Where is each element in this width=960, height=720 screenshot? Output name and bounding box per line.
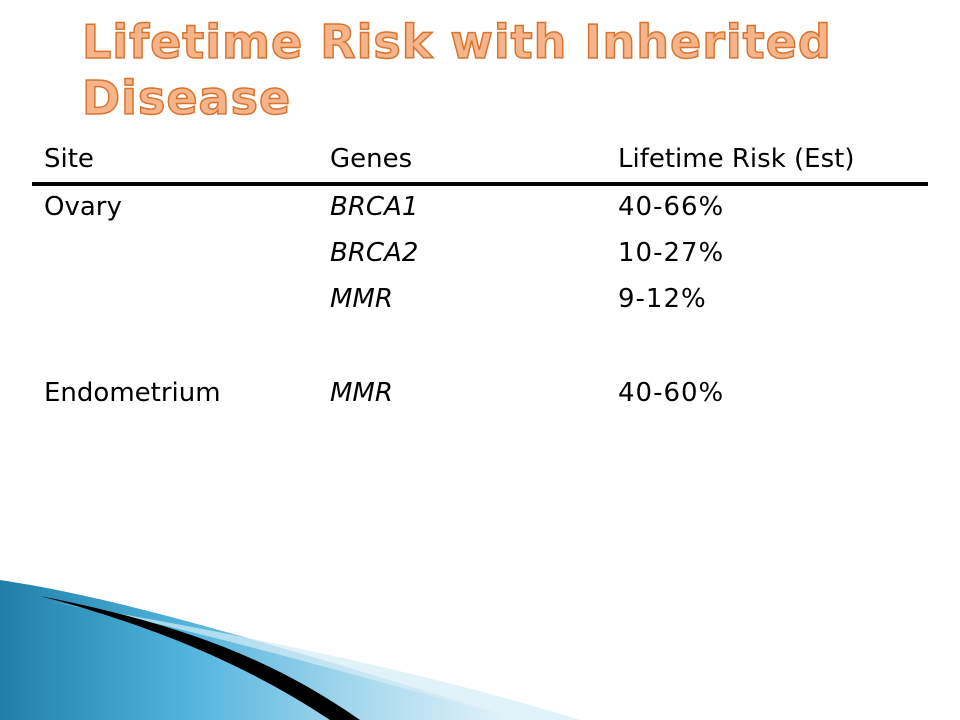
row-risk: 40-66%: [618, 192, 725, 222]
table-spacer: [32, 324, 928, 372]
row-site: Ovary: [44, 192, 122, 222]
row-gene: MMR: [330, 284, 393, 314]
dark-swoosh-shape: [40, 596, 360, 720]
table-row: Endometrium MMR 40-60%: [32, 372, 928, 418]
table-row: Ovary BRCA1 40-66%: [32, 186, 928, 232]
row-gene: BRCA2: [330, 238, 419, 268]
table-header-row: Site Genes Lifetime Risk (Est): [32, 138, 928, 186]
table-row: MMR 9-12%: [32, 278, 928, 324]
row-risk: 10-27%: [618, 238, 725, 268]
risk-table: Site Genes Lifetime Risk (Est) Ovary BRC…: [32, 138, 928, 418]
row-risk: 40-60%: [618, 378, 725, 408]
row-site: Endometrium: [44, 378, 221, 408]
blue-swoosh-shape: [0, 580, 520, 720]
header-risk: Lifetime Risk (Est): [618, 144, 855, 174]
row-gene: BRCA1: [330, 192, 419, 222]
slide-title: Lifetime Risk with Inherited Disease: [81, 14, 832, 126]
row-risk: 9-12%: [618, 284, 707, 314]
row-gene: MMR: [330, 378, 393, 408]
light-swoosh-shape: [40, 600, 580, 720]
header-site: Site: [44, 144, 94, 174]
decorative-swoosh: [0, 580, 580, 720]
table-row: BRCA2 10-27%: [32, 232, 928, 278]
header-genes: Genes: [330, 144, 413, 174]
